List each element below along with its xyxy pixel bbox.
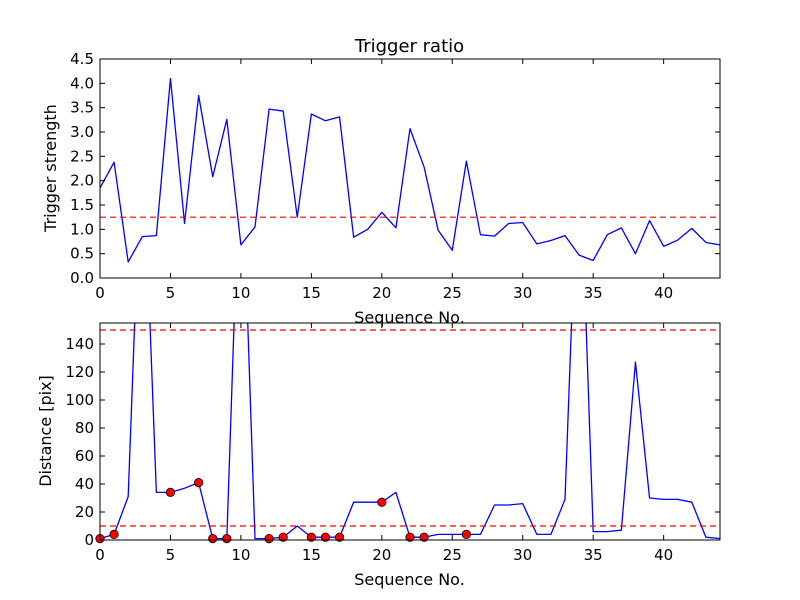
plot-area: 0 5 10 15 20 25 30 35 40 0.0 0.5 1.0 1.5 2.0 2.5 3.0 3.5… xyxy=(70,50,721,302)
y-tick-label: 4.0 xyxy=(70,74,94,92)
y-tick-label: 0.5 xyxy=(70,245,94,263)
y-tick-label: 40 xyxy=(75,475,94,493)
y-tick-label: 140 xyxy=(65,335,94,353)
plot-area: 0 5 10 15 20 25 30 35 40 0 20 40 60 80 100 120 140 xyxy=(65,322,721,564)
data-marker xyxy=(405,532,415,542)
x-tick-label: 35 xyxy=(584,284,603,302)
x-tick-label: 30 xyxy=(513,546,532,564)
y-axis-label: Distance [pix] xyxy=(36,375,55,487)
y-tick-label: 4.5 xyxy=(70,50,94,68)
series-line xyxy=(100,77,720,263)
x-tick-label: 40 xyxy=(654,284,673,302)
data-marker xyxy=(320,532,331,542)
data-marker xyxy=(278,532,288,542)
x-tick-label: 0 xyxy=(95,546,105,564)
axes-frame xyxy=(99,322,721,541)
y-tick-label: 1.0 xyxy=(70,220,94,238)
x-tick-label: 5 xyxy=(166,284,176,302)
data-marker xyxy=(109,529,119,540)
y-tick-label: 3.5 xyxy=(70,99,94,117)
data-layer xyxy=(100,77,720,263)
x-axis-label: Sequence No. xyxy=(354,308,465,327)
data-marker xyxy=(165,487,176,497)
y-tick-label: 80 xyxy=(75,419,94,437)
y-tick-label: 3.0 xyxy=(70,123,94,141)
data-marker xyxy=(419,532,429,542)
chart-title: Trigger ratio xyxy=(354,36,464,57)
data-marker xyxy=(222,533,232,544)
data-marker xyxy=(334,532,345,542)
data-marker xyxy=(208,533,218,544)
data-marker xyxy=(264,533,274,544)
x-tick-label: 20 xyxy=(372,284,391,302)
x-tick-label: 40 xyxy=(654,546,673,564)
x-tick-label: 10 xyxy=(231,284,250,302)
data-marker xyxy=(194,477,204,488)
x-tick-label: 20 xyxy=(372,546,391,564)
y-tick-label: 2.0 xyxy=(70,172,94,190)
x-tick-label: 15 xyxy=(302,284,321,302)
data-marker xyxy=(377,497,387,507)
x-tick-label: 5 xyxy=(166,546,176,564)
axes-frame xyxy=(99,58,721,279)
y-tick-label: 0 xyxy=(84,531,94,549)
y-axis-label: Trigger strength xyxy=(41,104,60,233)
data-marker xyxy=(461,529,471,540)
trigger-ratio-chart: Trigger ratio Sequence No. Trigger stren… xyxy=(41,36,721,327)
y-tick-label: 0.0 xyxy=(70,269,94,287)
x-tick-label: 10 xyxy=(231,546,250,564)
x-tick-label: 15 xyxy=(302,546,321,564)
y-tick-label: 1.5 xyxy=(70,196,94,214)
x-tick-label: 30 xyxy=(513,284,532,302)
y-tick-label: 2.5 xyxy=(70,147,94,165)
x-tick-label: 0 xyxy=(95,284,105,302)
x-tick-label: 25 xyxy=(443,284,462,302)
y-tick-label: 120 xyxy=(65,363,94,381)
x-tick-label: 35 xyxy=(584,546,603,564)
y-tick-label: 100 xyxy=(65,391,94,409)
distance-chart: Sequence No. Distance [pix] 0 5 10 15 20 25 30… xyxy=(36,322,721,589)
y-tick-label: 60 xyxy=(75,447,94,465)
x-axis-label: Sequence No. xyxy=(354,570,465,589)
x-tick-label: 25 xyxy=(443,546,462,564)
y-tick-label: 20 xyxy=(75,503,94,521)
